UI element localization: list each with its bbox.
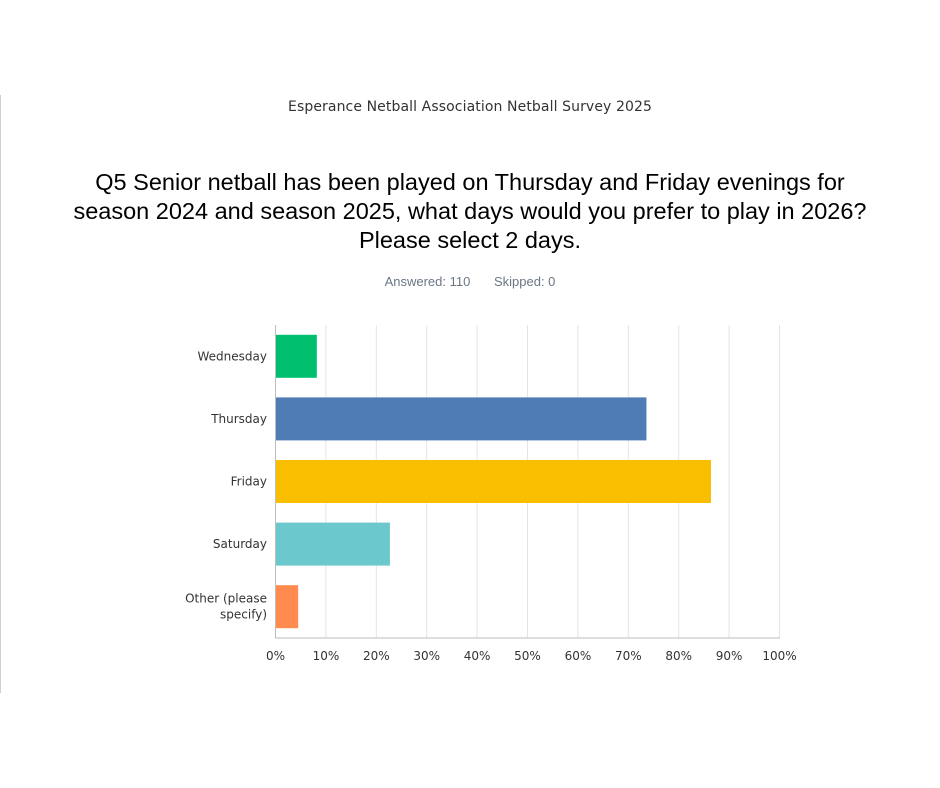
category-label: Other (please specify) — [185, 592, 267, 622]
x-tick-label: 50% — [514, 649, 541, 663]
x-tick-label: 40% — [464, 649, 491, 663]
category-label: Saturday — [213, 537, 267, 551]
x-tick-label: 30% — [413, 649, 440, 663]
survey-title: Esperance Netball Association Netball Su… — [288, 99, 652, 115]
x-tick-label: 20% — [363, 649, 390, 663]
x-tick-label: 10% — [313, 649, 340, 663]
category-label: Friday — [231, 475, 267, 489]
bars — [275, 334, 711, 629]
x-tick-label: 100% — [762, 649, 796, 663]
x-tick-label: 60% — [565, 649, 592, 663]
response-stats: Answered: 110 Skipped: 0 — [0, 274, 940, 289]
bar-wednesday — [275, 334, 317, 378]
question-title: Q5 Senior netball has been played on Thu… — [73, 169, 867, 253]
category-label: Thursday — [210, 412, 267, 426]
bar-saturday — [275, 522, 390, 566]
bar-other-please-specify — [275, 585, 299, 629]
x-tick-label: 70% — [615, 649, 642, 663]
x-tick-label: 80% — [665, 649, 692, 663]
answered-count: Answered: 110 — [384, 274, 471, 289]
x-tick-label: 90% — [716, 649, 743, 663]
left-border — [0, 95, 1, 693]
category-label: Wednesday — [198, 349, 267, 363]
x-tick-labels: 0% 10% 20% 30% 40% 50% 60% 70% 80% 90% 100% — [266, 649, 797, 663]
skipped-count: Skipped: 0 — [493, 274, 556, 289]
x-tick-label: 0% — [266, 649, 285, 663]
bar-thursday — [275, 397, 647, 441]
bar-friday — [275, 460, 711, 503]
category-labels: Wednesday Thursday Friday Saturday Other (pl… — [185, 349, 267, 621]
